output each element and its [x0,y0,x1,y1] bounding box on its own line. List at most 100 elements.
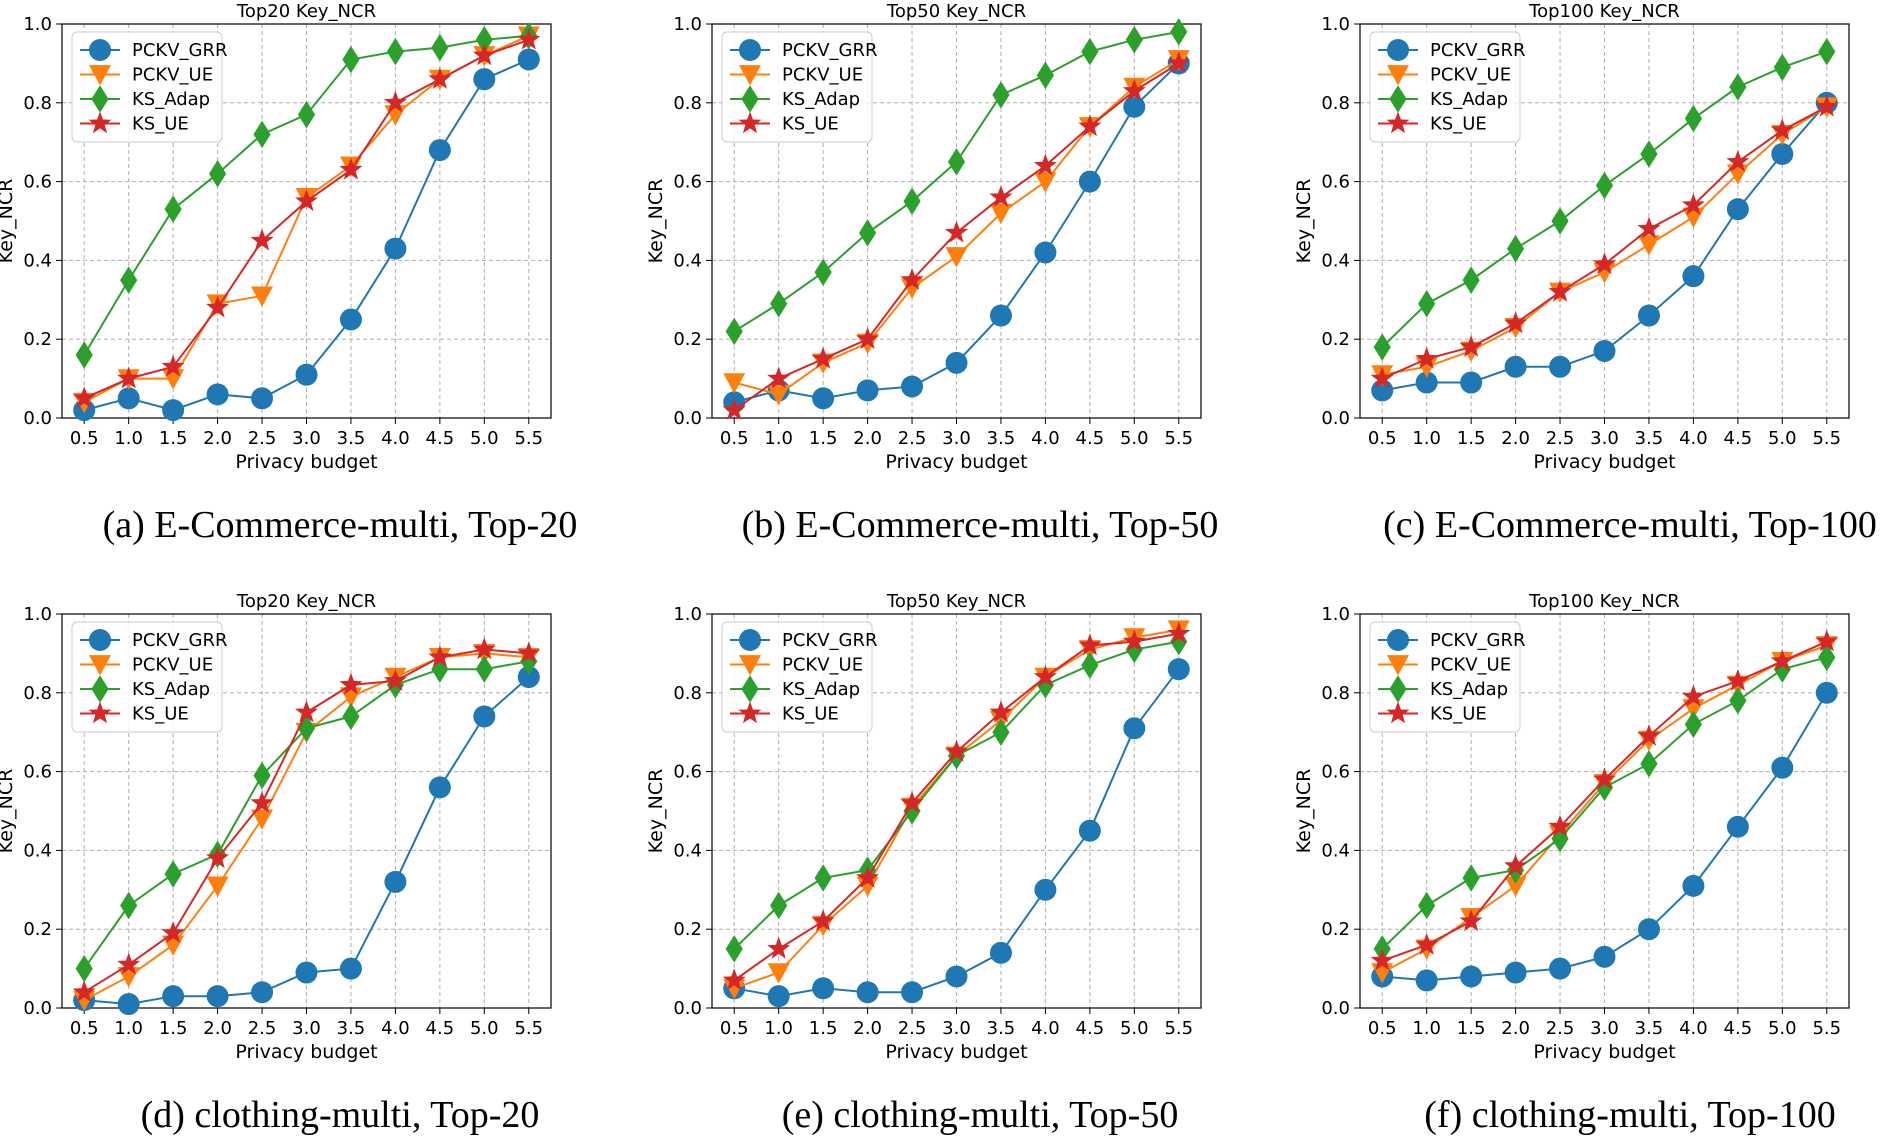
x-tick-label: 2.5 [248,1018,277,1039]
data-point [1459,909,1483,932]
data-point [297,100,316,129]
legend-label: KS_UE [132,114,189,135]
y-tick-label: 0.0 [673,408,702,429]
data-point [339,957,362,980]
data-point [1081,651,1099,679]
data-point [250,228,274,251]
x-tick-label: 1.5 [1457,1018,1486,1039]
series-ks-ue [722,51,1191,420]
legend-marker [739,39,761,61]
plot-frame [1359,613,1850,1009]
data-point [1078,170,1101,193]
x-tick-label: 2.0 [853,1018,882,1039]
data-point [1036,61,1054,89]
legend-box [721,621,873,733]
data-point [1125,26,1143,54]
data-point [812,387,835,410]
legend-marker [89,39,111,61]
data-point [1637,724,1661,746]
data-point [384,237,407,260]
data-point [1684,710,1702,739]
data-point [725,317,743,346]
series-ks-ue [72,27,541,409]
legend-marker [739,655,761,676]
data-point [1504,311,1528,334]
data-point [1415,969,1438,992]
series-pckv-grr [1371,91,1838,402]
legend-marker [738,701,762,724]
data-point [1167,621,1191,644]
y-axis-label: Key_NCR [645,179,667,264]
x-tick-label: 0.5 [70,1018,99,1039]
data-point [1681,193,1705,215]
legend-label: KS_Adap [1430,679,1508,700]
legend-label: PCKV_UE [782,655,863,676]
x-tick-label: 4.5 [1724,1018,1753,1039]
plot-frame [711,613,1202,1009]
data-point [723,373,746,394]
x-tick-label: 3.0 [292,1018,321,1039]
x-tick-label: 3.5 [987,428,1016,449]
legend-marker [741,675,759,703]
data-point [72,980,96,1002]
data-point [1726,815,1749,838]
x-tick-label: 4.5 [426,428,455,449]
y-tick-label: 0.6 [673,172,702,193]
data-point [1504,876,1527,897]
x-tick-label: 1.0 [764,428,793,449]
data-point [1726,668,1750,691]
y-tick-label: 1.0 [1321,14,1350,35]
data-point [162,399,185,422]
y-tick-label: 0.0 [23,998,52,1019]
legend-label: KS_UE [782,114,839,135]
data-point [1637,235,1660,256]
series-ks-adap [1373,643,1836,963]
y-tick-label: 0.4 [23,840,52,861]
data-point [1682,207,1705,229]
legend-marker [89,629,111,651]
x-tick-label: 1.5 [1457,428,1486,449]
x-tick-label: 4.0 [381,428,410,449]
data-point [1773,53,1791,82]
data-point [1122,629,1146,652]
x-tick-label: 0.5 [70,428,99,449]
data-point [1549,957,1572,980]
data-point [386,37,404,66]
data-point [1551,207,1569,235]
data-point [206,295,230,318]
x-tick-label: 4.5 [426,1018,455,1039]
data-point [1815,681,1838,704]
y-tick-label: 0.4 [673,250,702,271]
plot-frame [61,23,552,419]
x-tick-label: 3.5 [337,428,366,449]
data-point [903,187,921,216]
data-point [73,990,96,1012]
x-tick-label: 4.0 [1031,1018,1060,1039]
data-point [1637,304,1660,327]
data-point [1682,874,1705,897]
chart-title: Top50 Key_NCR [886,591,1026,612]
data-point [856,876,879,897]
data-point [161,354,185,377]
data-point [164,860,182,888]
data-point [1684,104,1702,133]
data-point [517,27,541,50]
data-point [1034,172,1057,193]
x-axis-label: Privacy budget [1533,1041,1675,1063]
data-point [75,954,93,983]
x-tick-label: 0.5 [720,428,749,449]
caption-e: (e) clothing-multi, Top-50 [781,1094,1179,1136]
x-tick-label: 4.5 [1076,428,1105,449]
legend-box [1369,621,1521,733]
data-point [1460,371,1483,394]
panel-c: Top100 Key_NCR 0.5 1.0 1.5 2.0 2.5 3.0 3.5 4.0 4.… [1293,1,1850,473]
y-tick-label: 0.2 [673,919,702,940]
data-point [947,148,966,176]
data-point [117,366,141,389]
legend: PCKV_GRR PCKV_UE KS_Adap KS_UE [721,621,878,733]
x-tick-label: 2.5 [898,428,927,449]
legend-marker [88,111,112,134]
legend-label: PCKV_UE [782,65,863,86]
x-tick-label: 2.0 [203,1018,232,1039]
